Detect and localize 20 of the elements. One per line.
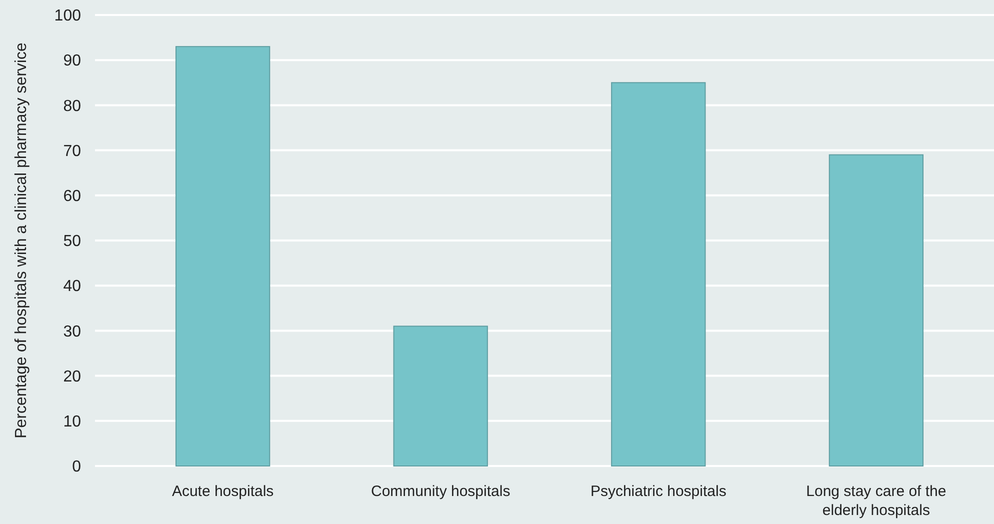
y-tick-label: 100 (54, 8, 82, 25)
bar (393, 326, 488, 466)
y-tick-label: 0 (72, 458, 82, 476)
y-tick-label: 60 (63, 188, 82, 205)
x-tick-label: Long stay care of the elderly hospitals (806, 483, 946, 519)
bar (828, 154, 924, 466)
bar (611, 82, 706, 466)
x-tick-label: Community hospitals (370, 483, 510, 500)
y-tick-label: 70 (63, 142, 82, 160)
bar (175, 46, 270, 466)
y-axis-title: Percentage of hospitals with a clinical pharmacy service (13, 42, 30, 438)
x-tick-label: Acute hospitals (172, 483, 274, 500)
y-tick-label: 20 (63, 368, 82, 386)
x-tick-label: Psychiatric hospitals (590, 483, 726, 500)
y-tick-label: 80 (63, 98, 82, 115)
y-tick-label: 10 (63, 414, 82, 430)
y-tick-label: 50 (63, 233, 82, 250)
y-tick-label: 30 (63, 323, 82, 340)
y-tick-label: 90 (63, 52, 82, 70)
y-tick-label: 40 (63, 278, 82, 296)
